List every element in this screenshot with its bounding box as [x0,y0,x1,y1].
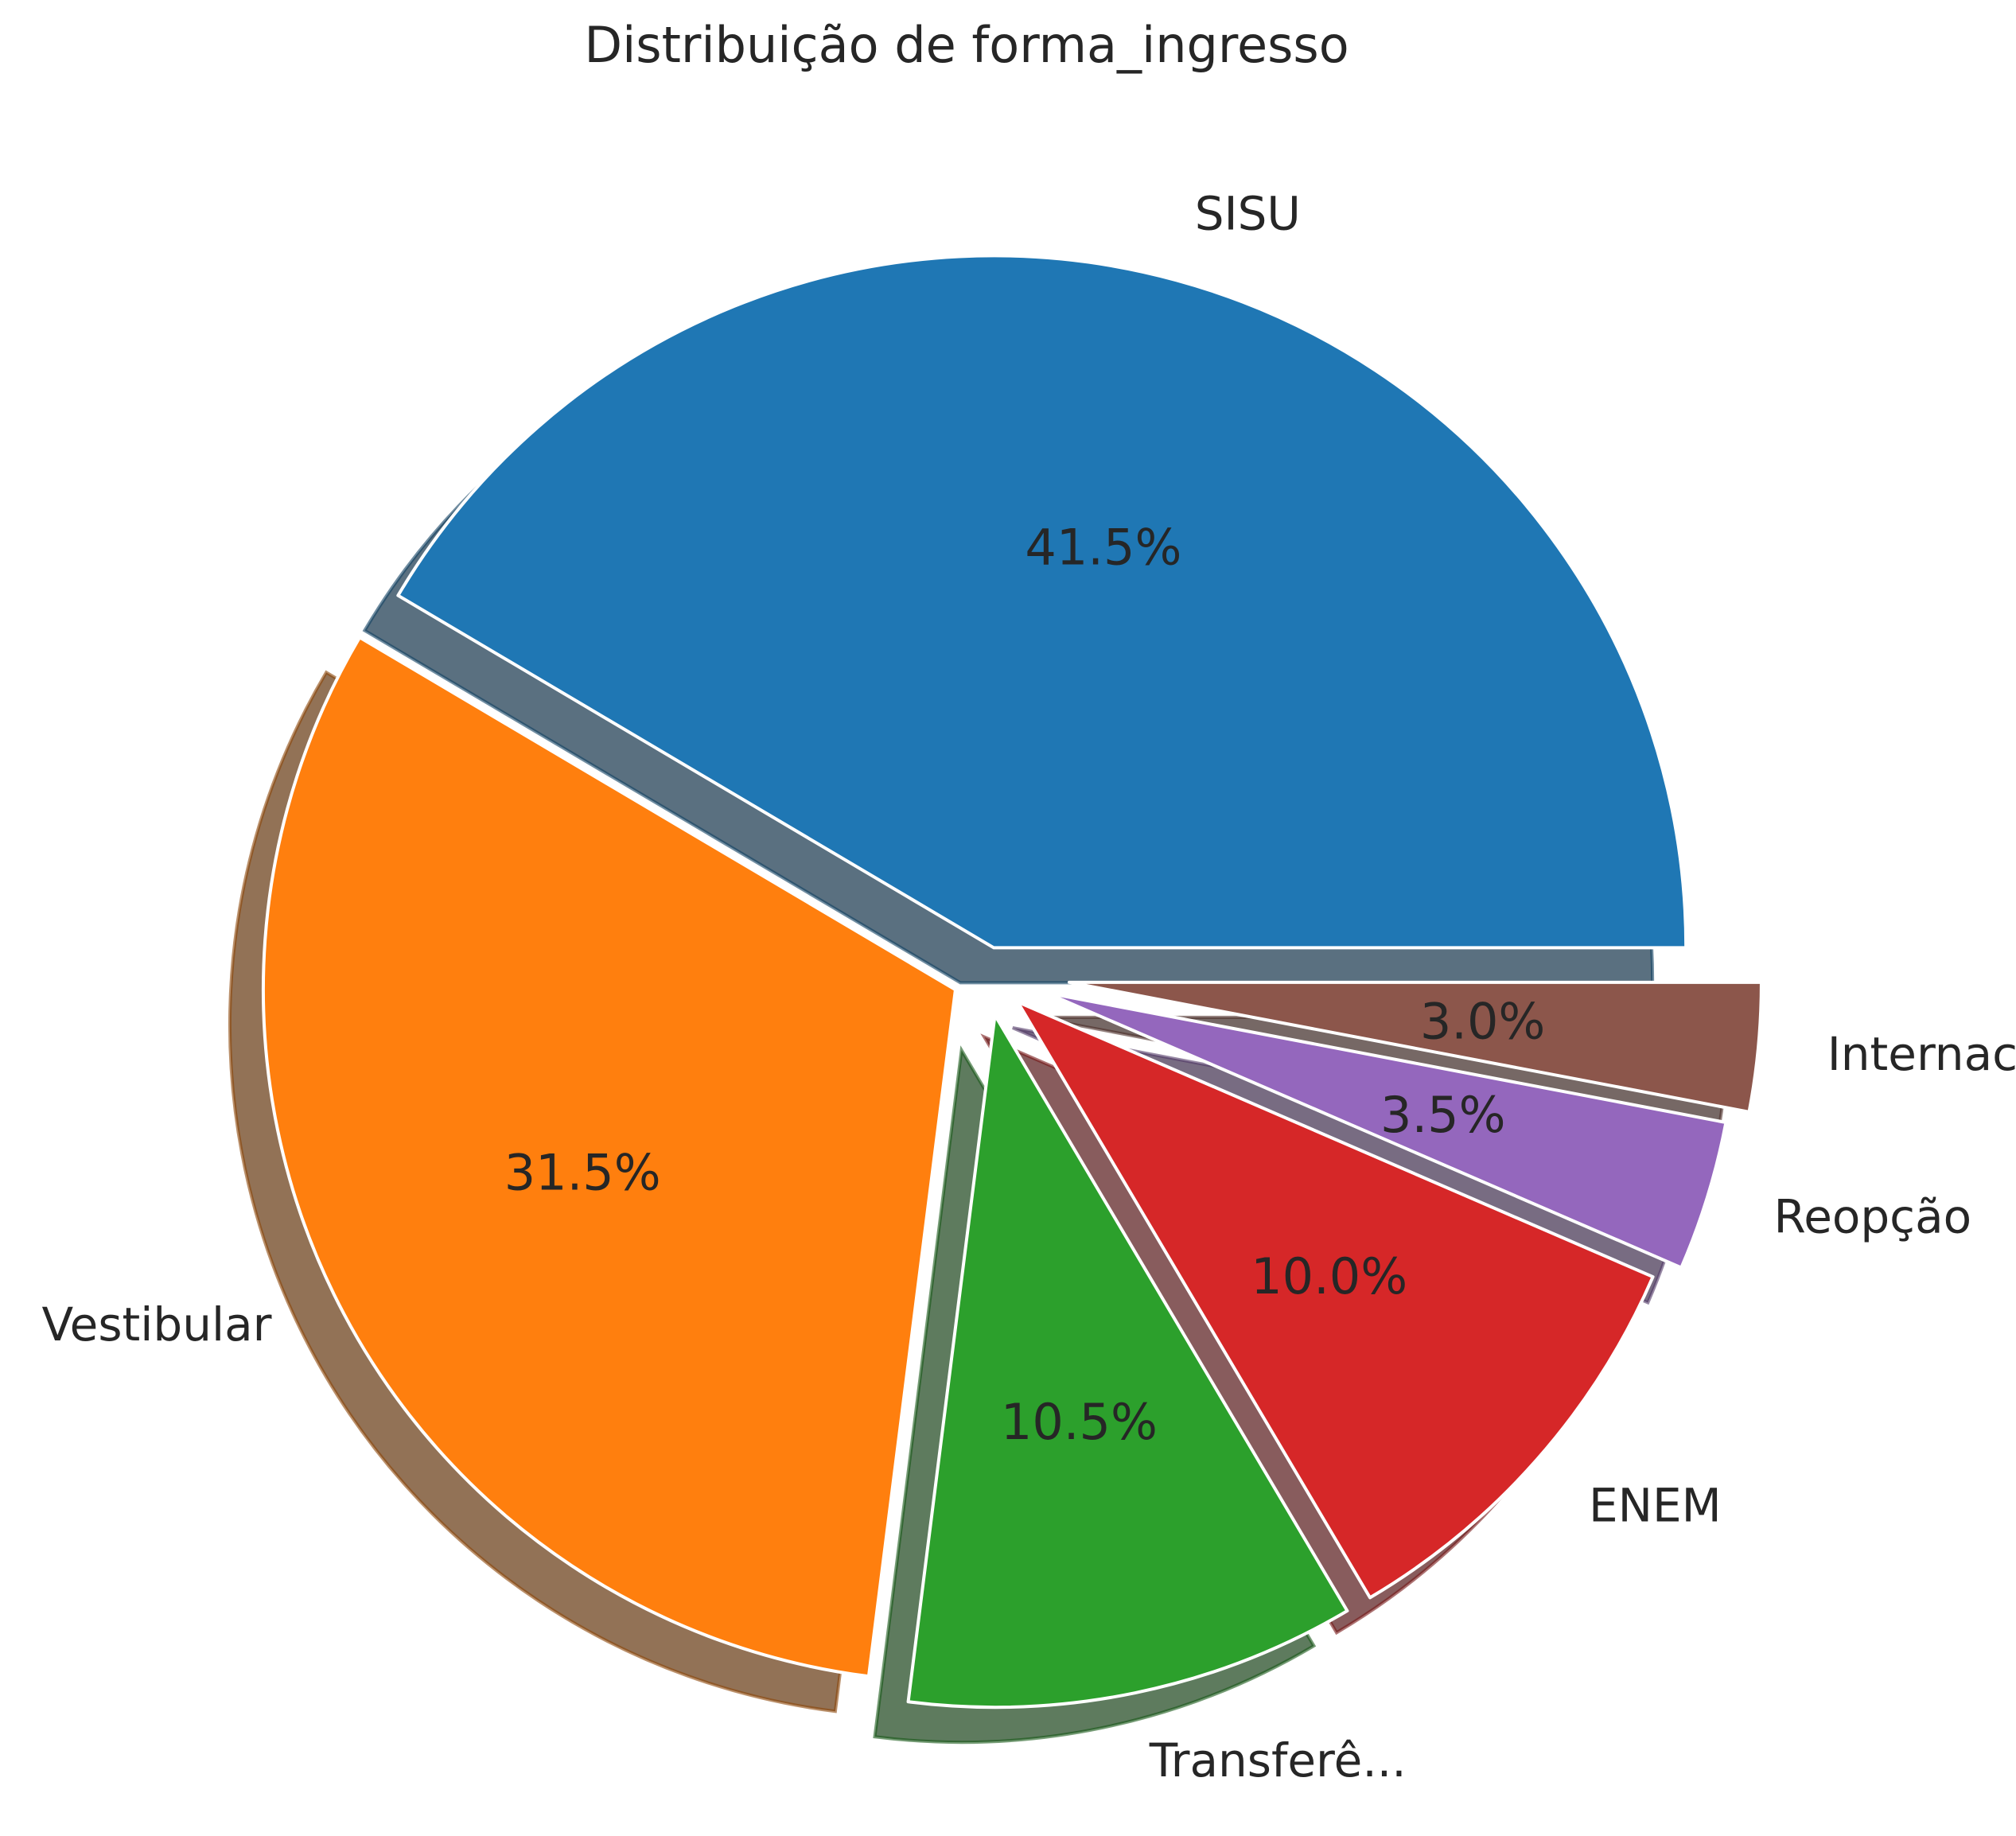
labels: SISU 41.5% Vestibular 31.5% Transferê... 10.5… [41,186,2016,1787]
slice-percent-reopcao: 3.5% [1380,1086,1506,1144]
chart-title: Distribuição de forma_ingresso [584,16,1349,74]
slice-percent-sisu: 41.5% [1025,518,1181,576]
slice-label-transfere: Transferê... [1149,1733,1407,1787]
slice-label-sisu: SISU [1195,186,1301,240]
slice-enem [1016,1000,1655,1600]
slice-percent-enem: 10.0% [1251,1247,1407,1305]
slice-percent-transfere: 10.5% [1001,1393,1158,1451]
slice-percent-vestibular: 31.5% [504,1143,661,1201]
slice-internaci [1067,980,1763,1114]
slice-reopcao [1044,991,1728,1270]
slice-transfere [906,1013,1349,1710]
slice-label-enem: ENEM [1589,1478,1722,1532]
slice-label-vestibular: Vestibular [41,1297,271,1352]
slice-vestibular [261,636,957,1678]
slice-sisu [396,254,1688,950]
slices [261,254,1763,1710]
slice-label-reopcao: Reopção [1774,1189,1972,1243]
slice-percent-internaci: 3.0% [1420,992,1546,1050]
slice-label-internaci: Internaci... [1827,1027,2016,1081]
